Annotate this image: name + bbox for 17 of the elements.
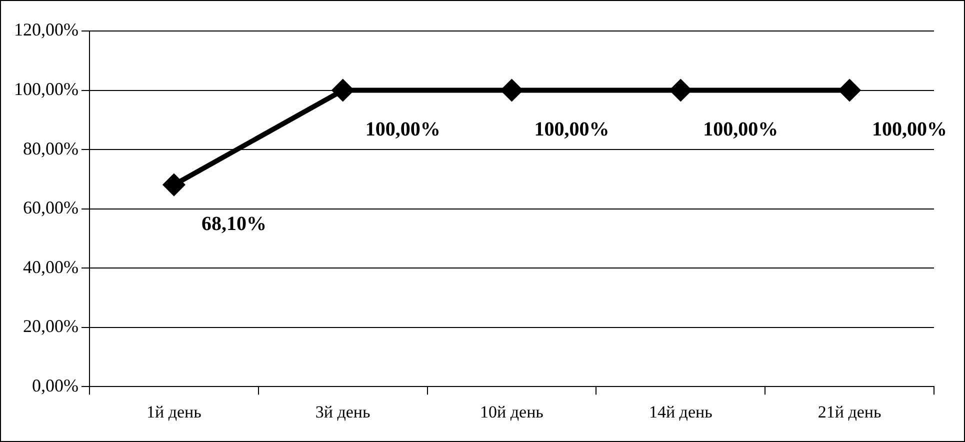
y-tick-label: 0,00% bbox=[32, 375, 78, 396]
y-tick-label: 60,00% bbox=[22, 198, 78, 218]
data-label: 100,00% bbox=[365, 118, 440, 140]
x-tick-label: 10й день bbox=[480, 402, 544, 422]
y-tick-label: 120,00% bbox=[14, 20, 78, 40]
y-tick-label: 100,00% bbox=[14, 79, 78, 99]
x-tick-label: 3й день bbox=[315, 402, 371, 422]
y-tick-label: 20,00% bbox=[22, 316, 78, 336]
data-label: 100,00% bbox=[703, 118, 778, 140]
x-tick-label: 21й день bbox=[818, 402, 882, 422]
x-tick-label: 1й день bbox=[146, 402, 202, 422]
y-tick-label: 40,00% bbox=[22, 256, 78, 277]
data-label: 100,00% bbox=[534, 118, 610, 140]
data-label: 68,10% bbox=[201, 212, 266, 235]
data-label: 100,00% bbox=[872, 118, 948, 140]
y-tick-label: 80,00% bbox=[22, 138, 78, 158]
x-tick-label: 14й день bbox=[648, 402, 713, 422]
